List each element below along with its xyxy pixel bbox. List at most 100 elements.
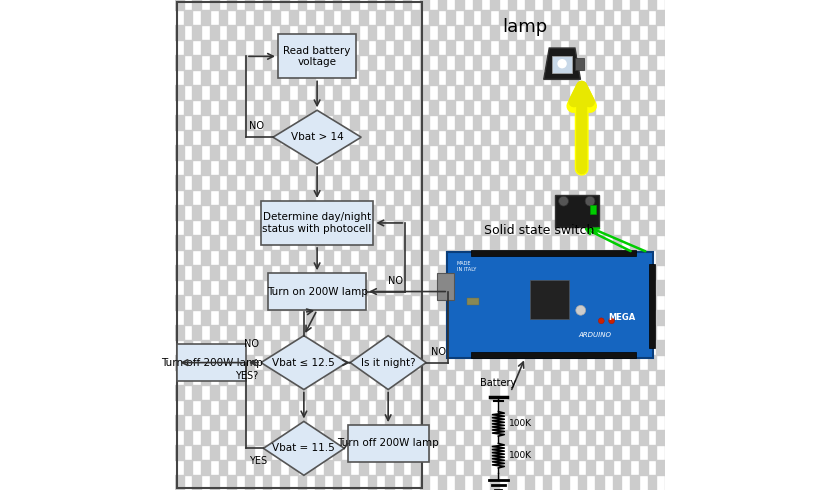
Bar: [289, 40, 297, 55]
Bar: [455, 55, 464, 70]
Bar: [368, 85, 376, 100]
Bar: [490, 295, 499, 310]
Bar: [525, 475, 533, 490]
Bar: [202, 10, 210, 25]
Bar: [630, 145, 638, 160]
Bar: [630, 115, 638, 130]
Bar: [236, 430, 245, 445]
Bar: [385, 55, 394, 70]
Bar: [359, 250, 368, 265]
Bar: [578, 385, 586, 400]
Bar: [297, 235, 307, 250]
Bar: [350, 295, 359, 310]
Bar: [184, 160, 192, 175]
Bar: [210, 325, 218, 340]
Text: Vbat = 11.5: Vbat = 11.5: [272, 443, 335, 453]
Bar: [507, 55, 517, 70]
Bar: [517, 40, 525, 55]
Bar: [428, 460, 438, 475]
Bar: [385, 205, 394, 220]
Bar: [604, 460, 612, 475]
Bar: [202, 40, 210, 55]
Bar: [455, 325, 464, 340]
Bar: [341, 190, 350, 205]
Bar: [466, 298, 479, 305]
Bar: [376, 310, 385, 325]
Bar: [368, 235, 376, 250]
Bar: [507, 265, 517, 280]
Bar: [446, 250, 455, 265]
Bar: [175, 265, 184, 280]
Bar: [368, 415, 376, 430]
Bar: [184, 10, 192, 25]
Text: 100K: 100K: [509, 451, 533, 460]
Bar: [368, 475, 376, 490]
Bar: [578, 85, 586, 100]
Text: NO: NO: [244, 339, 259, 349]
Bar: [348, 425, 428, 462]
Bar: [420, 235, 428, 250]
Bar: [175, 55, 184, 70]
Bar: [595, 325, 604, 340]
Bar: [394, 460, 402, 475]
Bar: [507, 25, 517, 40]
Bar: [184, 340, 192, 355]
Bar: [612, 415, 622, 430]
Bar: [428, 250, 438, 265]
Bar: [412, 430, 420, 445]
Bar: [218, 190, 228, 205]
Bar: [341, 340, 350, 355]
Bar: [192, 265, 202, 280]
Bar: [280, 175, 289, 190]
Bar: [656, 340, 665, 355]
Bar: [412, 70, 420, 85]
Bar: [218, 400, 228, 415]
Bar: [323, 10, 333, 25]
Bar: [560, 205, 569, 220]
Bar: [402, 85, 412, 100]
Bar: [202, 190, 210, 205]
Bar: [612, 0, 622, 10]
Bar: [533, 460, 543, 475]
Bar: [481, 130, 490, 145]
Bar: [517, 100, 525, 115]
Bar: [394, 370, 402, 385]
Bar: [368, 325, 376, 340]
Bar: [271, 10, 280, 25]
Bar: [280, 145, 289, 160]
Bar: [569, 100, 578, 115]
Bar: [499, 70, 507, 85]
Bar: [350, 205, 359, 220]
Bar: [184, 130, 192, 145]
Bar: [271, 40, 280, 55]
Bar: [665, 205, 674, 220]
Bar: [543, 25, 551, 40]
Bar: [210, 415, 218, 430]
Bar: [455, 175, 464, 190]
Bar: [175, 235, 184, 250]
Bar: [289, 310, 297, 325]
Bar: [210, 25, 218, 40]
Bar: [595, 265, 604, 280]
Bar: [263, 205, 271, 220]
Bar: [260, 201, 374, 245]
Bar: [648, 445, 656, 460]
Bar: [569, 190, 578, 205]
Bar: [307, 280, 315, 295]
Bar: [551, 340, 560, 355]
Bar: [263, 25, 271, 40]
Circle shape: [585, 196, 595, 206]
Bar: [323, 100, 333, 115]
Text: 100K: 100K: [509, 419, 533, 428]
Bar: [236, 10, 245, 25]
Bar: [665, 445, 674, 460]
Bar: [517, 250, 525, 265]
Bar: [394, 70, 402, 85]
Bar: [359, 430, 368, 445]
Bar: [665, 295, 674, 310]
Bar: [446, 430, 455, 445]
Bar: [323, 190, 333, 205]
Bar: [271, 70, 280, 85]
Bar: [341, 310, 350, 325]
Bar: [464, 250, 472, 265]
